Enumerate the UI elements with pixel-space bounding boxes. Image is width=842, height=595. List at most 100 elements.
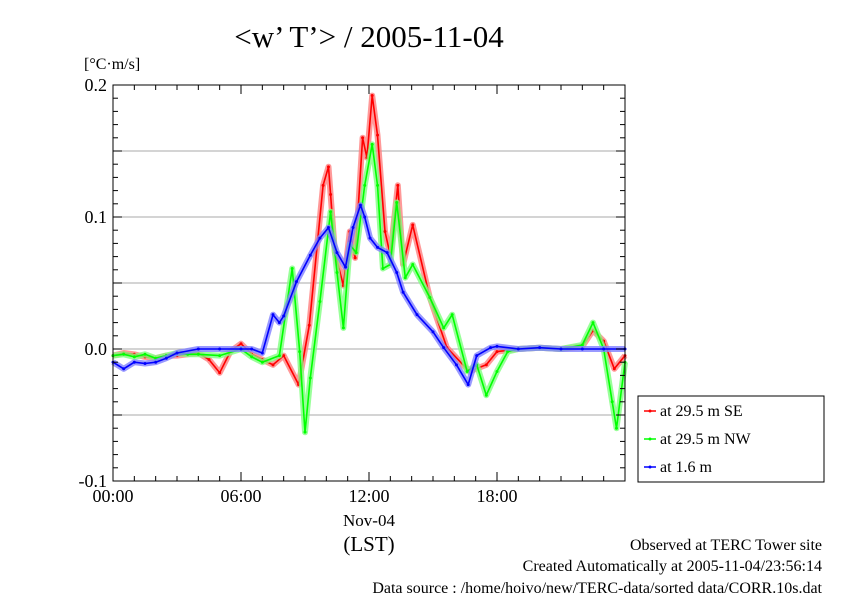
legend-box <box>637 395 825 483</box>
data-point <box>354 251 358 255</box>
data-point <box>395 270 399 274</box>
data-point <box>495 369 499 373</box>
x-date-label: Nov-04 <box>343 511 395 530</box>
data-point <box>610 400 614 404</box>
data-point <box>298 350 302 354</box>
data-point <box>277 321 281 325</box>
data-point <box>353 256 357 260</box>
data-point <box>196 347 200 351</box>
data-point <box>164 356 168 360</box>
data-point <box>132 360 136 364</box>
data-point <box>175 351 179 355</box>
data-point <box>559 347 563 351</box>
data-point <box>361 136 365 140</box>
data-point <box>260 351 264 355</box>
x-tick-label: 12:00 <box>348 486 389 506</box>
data-point <box>381 266 385 270</box>
data-point <box>122 352 126 356</box>
data-point <box>326 226 330 230</box>
series-3 <box>111 202 627 388</box>
y-axis-unit-label: [°C·m/s] <box>84 56 140 73</box>
legend-label: at 1.6 m <box>660 459 713 476</box>
data-point <box>218 354 222 358</box>
data-point <box>612 367 616 371</box>
data-point <box>466 383 470 387</box>
data-point <box>318 299 322 303</box>
legend: at 29.5 m SE at 29.5 m NW at 1.6 m <box>637 395 825 483</box>
data-point <box>383 230 387 234</box>
data-point <box>516 347 520 351</box>
data-point <box>344 265 348 269</box>
data-point <box>196 352 200 356</box>
series-2 <box>111 141 628 436</box>
data-point <box>326 165 330 169</box>
data-point <box>363 215 367 219</box>
data-point <box>454 363 458 367</box>
data-point <box>239 342 243 346</box>
data-point <box>591 321 595 325</box>
data-point <box>580 347 584 351</box>
data-point <box>442 326 446 330</box>
legend-marker <box>648 465 652 469</box>
footer-observed: Observed at TERC Tower site <box>630 537 822 554</box>
data-point <box>329 193 333 197</box>
data-point <box>370 142 374 146</box>
data-point <box>294 280 298 284</box>
data-point <box>411 223 415 227</box>
data-point <box>484 393 488 397</box>
data-point <box>335 251 339 255</box>
data-point <box>250 355 254 359</box>
data-point <box>415 313 419 317</box>
data-point <box>308 376 312 380</box>
data-point <box>358 203 362 207</box>
series-halo <box>112 141 628 436</box>
legend-label: at 29.5 m SE <box>660 403 743 420</box>
data-point <box>303 430 307 434</box>
y-tick-label: 0.1 <box>85 207 108 227</box>
data-point <box>260 360 264 364</box>
data-point <box>154 360 158 364</box>
data-point <box>329 210 333 214</box>
data-point <box>442 346 446 350</box>
data-point <box>351 226 355 230</box>
data-point <box>538 346 542 350</box>
data-point <box>376 133 380 137</box>
data-point <box>368 236 372 240</box>
data-point <box>428 296 432 300</box>
data-point <box>376 183 380 187</box>
x-tick-label: 00:00 <box>92 486 133 506</box>
y-tick-label: 0.0 <box>85 339 108 359</box>
series-line <box>112 204 625 386</box>
x-tick-label: 06:00 <box>220 486 261 506</box>
data-point <box>495 344 499 348</box>
data-point <box>282 314 286 318</box>
footer-created: Created Automatically at 2005-11-04/23:5… <box>523 558 822 575</box>
data-point <box>411 263 415 267</box>
data-point <box>396 183 400 187</box>
data-point <box>431 330 435 334</box>
grid-lines <box>113 150 625 416</box>
data-point <box>318 236 322 240</box>
data-point <box>335 270 339 274</box>
x-axis-label: (LST) <box>343 532 394 556</box>
data-point <box>341 326 345 330</box>
data-point <box>580 343 584 347</box>
legend-label: at 29.5 m NW <box>660 431 752 448</box>
data-point <box>614 426 618 430</box>
data-point <box>307 323 311 327</box>
data-point <box>250 347 254 351</box>
data-point <box>602 347 606 351</box>
data-point <box>143 352 147 356</box>
series-line <box>112 143 626 434</box>
data-point <box>495 350 499 354</box>
data-point <box>376 245 380 249</box>
data-point <box>277 354 281 358</box>
data-point <box>401 290 405 294</box>
data-point <box>271 313 275 317</box>
y-tick-label: -0.1 <box>79 471 108 491</box>
axis-ticks: 00:00 06:00 12:00 18:00 0.2 0.1 0.0 -0.1 <box>79 75 626 506</box>
data-point <box>218 347 222 351</box>
series-group <box>111 92 628 436</box>
data-point <box>321 183 325 187</box>
